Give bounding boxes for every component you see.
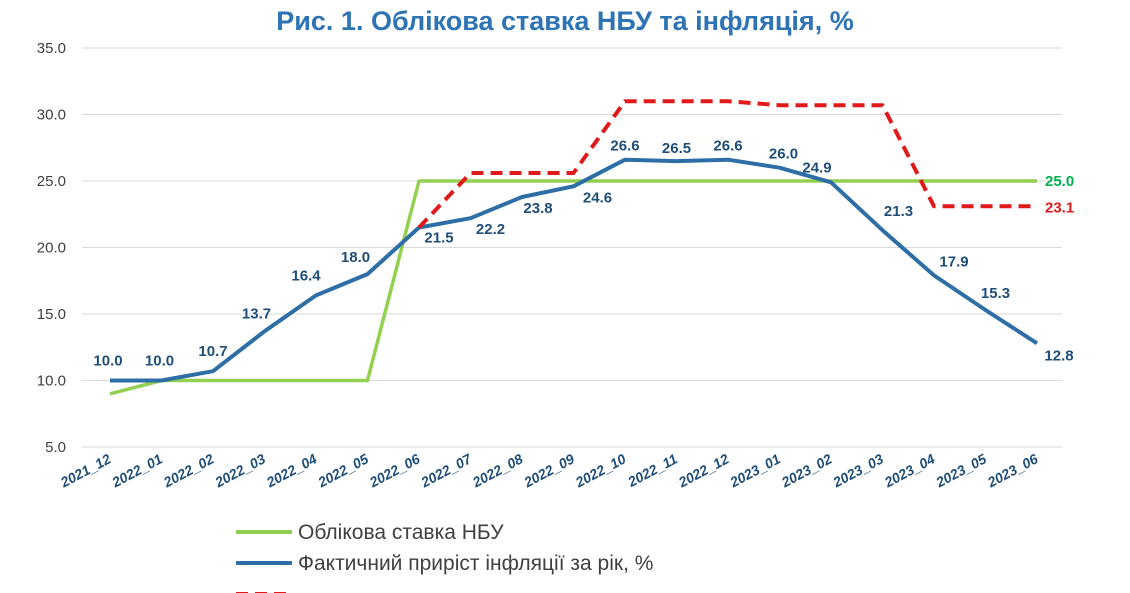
x-tick-label: 2023_01 <box>726 450 783 490</box>
x-tick-label: 2023_03 <box>829 450 886 490</box>
series-line-3 <box>417 99 1037 229</box>
x-tick-label: 2023_02 <box>778 450 835 490</box>
data-label: 22.2 <box>476 221 505 238</box>
data-label: 15.3 <box>981 285 1010 302</box>
y-tick-label: 25.0 <box>37 173 66 190</box>
x-tick-label: 2022_12 <box>675 450 732 490</box>
data-label: 26.6 <box>713 138 742 155</box>
data-label: 18.0 <box>341 249 370 266</box>
series-layer <box>109 99 1039 396</box>
x-tick-label: 2021_12 <box>57 450 114 490</box>
chart-title: Рис. 1. Облікова ставка НБУ та інфляція,… <box>276 6 853 36</box>
x-tick-label: 2023_04 <box>881 450 938 490</box>
data-label: 23.8 <box>523 200 552 217</box>
x-tick-label: 2022_02 <box>160 450 217 490</box>
data-label-layer: 10.0 10.0 10.7 13.7 16.4 18.0 21.5 22.2 23.8 24.6… <box>93 138 1074 370</box>
data-label: 21.5 <box>424 230 453 247</box>
series-line-1 <box>109 179 1037 396</box>
y-axis-ticks: 35.0 30.0 25.0 20.0 15.0 10.0 5.0 <box>37 40 66 456</box>
grid-layer <box>82 47 1062 448</box>
data-label: 26.5 <box>662 140 691 157</box>
x-tick-label: 2022_01 <box>108 450 165 490</box>
data-label: 17.9 <box>939 253 968 270</box>
data-label: 24.9 <box>802 159 831 176</box>
data-label: 26.0 <box>769 146 798 163</box>
legend-label: Фактичний приріст інфляції за рік, % <box>298 552 653 575</box>
series-line-2 <box>110 157 1039 383</box>
data-label: 16.4 <box>291 267 321 284</box>
x-axis-ticks: 2021_122022_012022_022022_032022_042022_… <box>57 450 1041 491</box>
end-data-label: 25.0 <box>1045 173 1074 190</box>
data-label: 10.7 <box>198 343 227 360</box>
y-tick-label: 35.0 <box>37 40 66 57</box>
end-data-label: 23.1 <box>1045 199 1074 216</box>
x-tick-label: 2022_07 <box>417 450 475 491</box>
data-label: 10.0 <box>145 353 174 370</box>
data-label: 24.6 <box>583 189 612 206</box>
x-tick-label: 2022_08 <box>469 450 526 490</box>
x-tick-label: 2022_09 <box>520 450 577 490</box>
x-tick-label: 2022_11 <box>624 450 680 490</box>
x-tick-label: 2023_05 <box>932 450 989 490</box>
x-tick-label: 2022_04 <box>263 450 320 490</box>
x-tick-label: 2022_03 <box>211 450 268 490</box>
x-tick-label: 2023_06 <box>984 450 1041 490</box>
y-tick-label: 10.0 <box>37 373 66 390</box>
y-tick-label: 20.0 <box>37 240 66 257</box>
data-label: 10.0 <box>93 353 122 370</box>
x-tick-label: 2022_05 <box>314 450 371 490</box>
data-label: 21.3 <box>884 203 913 220</box>
legend-label: Облікова ставка НБУ <box>298 521 504 544</box>
y-tick-label: 5.0 <box>45 439 66 456</box>
data-label: 26.6 <box>610 138 639 155</box>
y-tick-label: 30.0 <box>37 107 66 124</box>
data-label: 12.8 <box>1044 347 1073 364</box>
data-label: 13.7 <box>242 305 271 322</box>
x-tick-label: 2022_06 <box>366 450 423 490</box>
y-tick-label: 15.0 <box>37 306 66 323</box>
x-tick-label: 2022_10 <box>572 450 629 490</box>
legend: Облікова ставка НБУ Фактичний приріст інф… <box>236 521 653 593</box>
